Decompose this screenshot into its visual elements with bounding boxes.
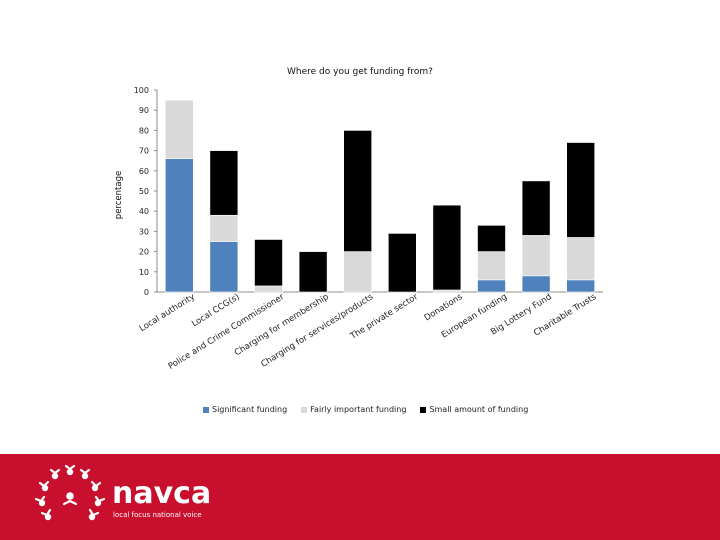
chart-title: Where do you get funding from? — [287, 67, 433, 77]
y-tick-label: 80 — [139, 126, 149, 135]
y-tick-label: 40 — [139, 207, 149, 216]
legend-item: Fairly important funding — [301, 405, 406, 414]
brand: navca local focus national voice — [30, 458, 220, 534]
bar-segment — [298, 251, 328, 293]
bar-segment — [477, 225, 506, 252]
bar-segment — [343, 251, 373, 293]
bar-segment — [209, 214, 239, 242]
bar-segment — [521, 275, 551, 293]
y-tick-label: 10 — [139, 268, 149, 277]
legend-swatch — [203, 406, 209, 413]
bar-segment — [343, 130, 373, 252]
y-tick-label: 50 — [139, 187, 149, 196]
bar-segment — [209, 150, 239, 216]
category-label: Local authority — [138, 292, 197, 334]
bar-segment — [566, 279, 596, 293]
y-tick-label: 0 — [144, 288, 149, 297]
bar-segment — [477, 279, 506, 293]
navca-logo-icon — [34, 464, 106, 521]
y-tick-label: 90 — [139, 106, 149, 115]
bar-segment — [254, 239, 283, 287]
legend-swatch — [420, 406, 427, 413]
bar-segment — [432, 204, 462, 291]
category-label: Donations — [423, 292, 465, 324]
bar-segment — [566, 142, 596, 238]
legend-item: Significant funding — [203, 405, 287, 414]
y-axis-label: percentage — [114, 171, 124, 219]
y-tick-label: 70 — [139, 147, 149, 156]
bar-segment — [477, 251, 506, 281]
legend-label: Fairly important funding — [310, 405, 407, 414]
bar-segment — [209, 241, 239, 293]
brand-name: navca — [112, 476, 212, 511]
bar-segment — [165, 158, 194, 293]
bar-segment — [254, 285, 283, 293]
legend-swatch — [301, 406, 308, 413]
bar-segment — [566, 237, 596, 281]
legend-item: Small amount of funding — [420, 405, 528, 414]
legend-label: Significant funding — [212, 405, 288, 414]
footer-banner: navca local focus national voice — [0, 454, 720, 540]
bar-segment — [521, 180, 551, 236]
bar-segment — [387, 233, 417, 293]
bar-segment — [165, 99, 194, 159]
brand-tagline: local focus national voice — [113, 511, 202, 519]
y-tick-label: 30 — [139, 227, 149, 236]
bar-segment — [432, 289, 462, 293]
y-tick-label: 100 — [134, 86, 149, 95]
y-tick-label: 20 — [139, 248, 149, 257]
bar-segment — [521, 235, 551, 277]
bars — [165, 99, 596, 293]
y-tick-label: 60 — [139, 167, 149, 176]
chart: Where do you get funding from? percentag… — [114, 67, 603, 372]
legend: Significant funding Fairly important fund… — [0, 405, 720, 419]
legend-label: Small amount of funding — [429, 405, 529, 414]
legend-items: Significant funding Fairly important fund… — [203, 405, 528, 414]
